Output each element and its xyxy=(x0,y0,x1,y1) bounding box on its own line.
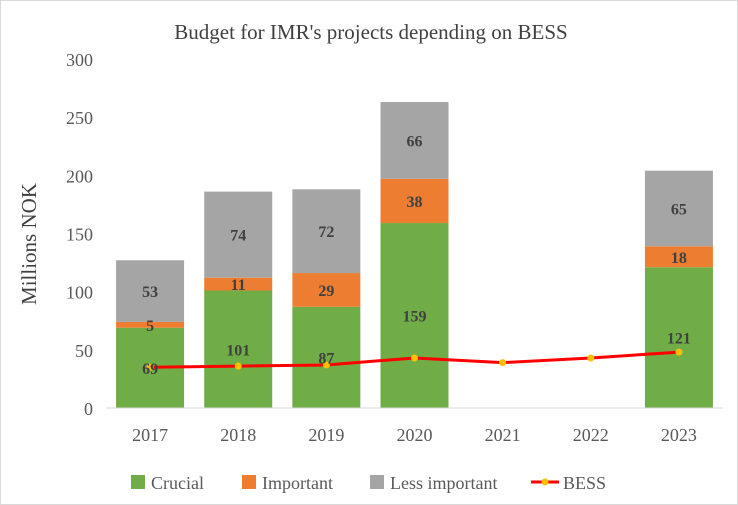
x-tick-label-2018: 2018 xyxy=(220,425,256,445)
data-label-important-2019: 29 xyxy=(318,283,334,300)
legend: Crucial Important Less important BESS xyxy=(131,473,606,493)
y-tick-label: 100 xyxy=(66,283,93,303)
bar-important-2023 xyxy=(644,246,713,268)
x-tick-label-2020: 2020 xyxy=(397,425,433,445)
bar-important-2017 xyxy=(116,321,185,328)
bess-point-2018 xyxy=(234,362,242,370)
bar-less-important-2018 xyxy=(204,191,273,278)
data-label-important-2023: 18 xyxy=(671,250,687,267)
y-tick-label: 250 xyxy=(66,108,93,128)
data-label-important-2018: 11 xyxy=(231,277,246,294)
y-tick-label: 50 xyxy=(75,341,93,361)
chart-title: Budget for IMR's projects depending on B… xyxy=(174,20,567,44)
bess-point-2020 xyxy=(411,354,418,362)
data-label-less-important-2017: 53 xyxy=(142,284,158,301)
y-axis-ticks: 0 50 100 150 200 250 300 xyxy=(66,50,93,419)
bar-crucial-2018 xyxy=(204,290,273,408)
x-tick-label-2022: 2022 xyxy=(573,425,609,445)
bess-point-2021 xyxy=(499,359,507,367)
legend-swatch-important xyxy=(242,475,256,489)
bar-less-important-2017 xyxy=(116,260,185,322)
x-axis-ticks: 2017 2018 2019 2020 2021 2022 2023 xyxy=(132,425,697,445)
legend-label-less-important: Less important xyxy=(390,473,497,493)
bar-less-important-2023 xyxy=(644,170,713,247)
bar-less-important-2020 xyxy=(380,102,449,179)
data-label-less-important-2018: 74 xyxy=(230,228,246,245)
data-label-crucial-2020: 159 xyxy=(403,309,427,326)
y-tick-label: 0 xyxy=(84,399,93,419)
y-tick-label: 300 xyxy=(66,50,93,70)
data-label-important-2020: 38 xyxy=(407,194,423,211)
bess-point-2017 xyxy=(146,363,154,371)
bar-important-2018 xyxy=(204,277,273,291)
x-tick-label-2017: 2017 xyxy=(132,425,168,445)
data-label-crucial-2023: 121 xyxy=(667,331,691,348)
bars-group xyxy=(116,102,713,408)
bar-important-2020 xyxy=(380,178,449,224)
legend-label-bess: BESS xyxy=(563,473,606,493)
data-label-important-2017: 5 xyxy=(146,318,154,335)
bar-labels-group: 69 5 53 101 11 74 87 29 72 159 38 66 121 18 65 xyxy=(142,133,691,377)
x-tick-label-2023: 2023 xyxy=(661,425,697,445)
bess-point-2023 xyxy=(675,348,683,356)
data-label-crucial-2018: 101 xyxy=(226,342,250,359)
bess-point-2022 xyxy=(587,354,595,362)
x-tick-label-2019: 2019 xyxy=(308,425,344,445)
bess-line-layer xyxy=(146,348,683,371)
legend-swatch-crucial xyxy=(131,475,145,489)
bar-crucial-2023 xyxy=(644,267,713,408)
data-label-crucial-2019: 87 xyxy=(318,350,334,367)
bar-crucial-2019 xyxy=(292,306,361,408)
y-axis-title: Millions NOK xyxy=(17,183,41,305)
data-label-less-important-2019: 72 xyxy=(318,224,334,241)
legend-label-crucial: Crucial xyxy=(151,473,204,493)
y-tick-label: 150 xyxy=(66,225,93,245)
legend-marker-bess xyxy=(541,478,549,486)
y-tick-label: 200 xyxy=(66,166,93,186)
data-label-less-important-2020: 66 xyxy=(407,133,423,150)
x-tick-label-2021: 2021 xyxy=(485,425,521,445)
data-label-crucial-2017: 69 xyxy=(142,361,158,378)
bess-point-2019 xyxy=(322,361,330,369)
data-label-less-important-2023: 65 xyxy=(671,201,687,218)
bar-important-2019 xyxy=(292,273,361,307)
bar-crucial-2020 xyxy=(380,223,449,408)
bar-less-important-2019 xyxy=(292,189,361,274)
legend-label-important: Important xyxy=(262,473,333,493)
legend-swatch-less-important xyxy=(370,475,384,489)
